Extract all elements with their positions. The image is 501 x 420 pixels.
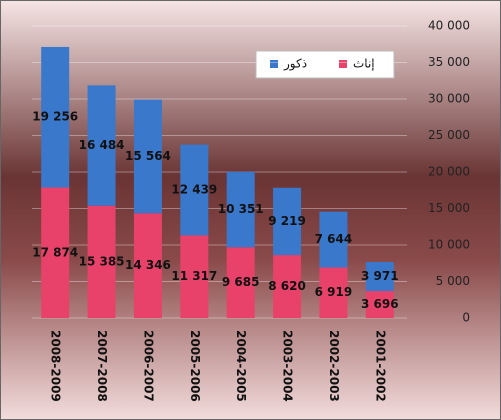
y-tick-label: 35 000 — [428, 55, 470, 69]
value-label: 12 439 — [171, 182, 217, 196]
value-label: 17 874 — [32, 245, 78, 259]
bar-segment — [365, 262, 394, 292]
bar-segment — [319, 211, 348, 268]
bar-segment — [226, 171, 255, 248]
legend-label: إناث — [353, 57, 375, 71]
value-label: 3 696 — [361, 297, 399, 311]
legend: إناث ذكور — [255, 50, 395, 79]
y-tick-label: 40 000 — [428, 19, 470, 33]
bar-segment — [180, 235, 209, 318]
y-tick-label: 25 000 — [428, 128, 470, 142]
value-label: 15 385 — [79, 254, 125, 268]
y-tick-label: 0 — [462, 311, 470, 325]
bar-segment — [41, 187, 70, 318]
bar-segment — [365, 291, 394, 318]
bar-segment — [319, 267, 348, 318]
value-label: 9 219 — [268, 214, 306, 228]
bar-segment — [273, 187, 302, 256]
bar-segment — [273, 255, 302, 318]
y-tick-label: 30 000 — [428, 92, 470, 106]
x-tick-label: 2003-2004 — [281, 330, 295, 402]
x-tick-label: 2004-2005 — [234, 330, 248, 402]
value-label: 19 256 — [32, 110, 78, 124]
value-label: 16 484 — [79, 138, 125, 152]
y-tick-label: 5 000 — [436, 274, 470, 288]
value-label: 15 564 — [125, 149, 171, 163]
x-tick-label: 2002-2003 — [327, 330, 341, 402]
bar-segment — [226, 247, 255, 318]
y-tick-label: 15 000 — [428, 201, 470, 215]
bar-segment — [133, 99, 162, 214]
x-tick-label: 2006-2007 — [141, 330, 155, 402]
legend-box — [255, 50, 395, 79]
value-label: 14 346 — [125, 258, 171, 272]
value-label: 7 644 — [315, 232, 353, 246]
bar-segment — [133, 213, 162, 318]
x-tick-label: 2007-2008 — [95, 330, 109, 402]
bar-segment — [41, 46, 70, 188]
x-tick-label: 2001-2002 — [373, 330, 387, 402]
bar-segment — [87, 205, 116, 318]
value-label: 8 620 — [268, 279, 306, 293]
value-label: 11 317 — [171, 269, 217, 283]
y-tick-label: 10 000 — [428, 238, 470, 252]
x-tick-label: 2008-2009 — [49, 330, 63, 402]
value-label: 3 971 — [361, 269, 399, 283]
value-label: 9 685 — [222, 275, 260, 289]
y-tick-label: 20 000 — [428, 165, 470, 179]
legend-label: ذكور — [283, 57, 307, 72]
x-tick-label: 2005-2006 — [188, 330, 202, 402]
value-label: 6 919 — [315, 285, 353, 299]
value-label: 10 351 — [218, 202, 264, 216]
bar-segment — [180, 144, 209, 236]
legend-swatch — [339, 60, 347, 68]
legend-swatch — [270, 60, 278, 68]
bar-segment — [87, 85, 116, 206]
